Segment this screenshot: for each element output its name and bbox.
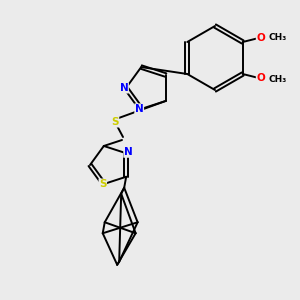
Text: S: S [99,179,106,189]
Text: N: N [124,147,133,157]
Text: N: N [135,104,144,114]
Text: CH₃: CH₃ [268,74,287,83]
Text: CH₃: CH₃ [268,32,287,41]
Text: O: O [256,73,265,83]
Text: O: O [256,33,265,43]
Text: S: S [111,117,119,127]
Text: N: N [120,83,128,93]
